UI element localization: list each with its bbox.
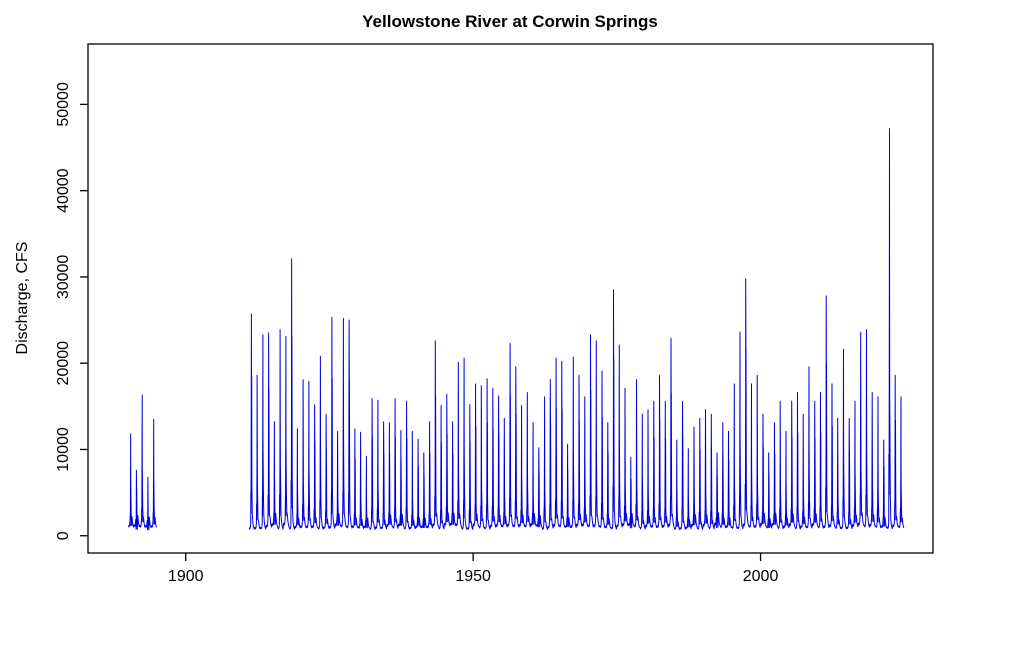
y-tick-label: 10000 [55,427,72,472]
y-axis-label: Discharge, CFS [14,242,31,355]
chart-title: Yellowstone River at Corwin Springs [362,12,658,31]
plot-border [87,43,934,554]
y-tick-label: 50000 [55,82,72,127]
y-tick-label: 30000 [55,255,72,300]
x-tick-label: 1950 [455,568,491,585]
discharge-line [127,128,905,531]
y-tick-label: 40000 [55,168,72,213]
x-tick-label: 1900 [168,568,204,585]
y-tick-label: 20000 [55,341,72,386]
series-lines [127,128,905,531]
x-tick-label: 2000 [743,568,779,585]
y-tick-label: 0 [55,531,72,540]
